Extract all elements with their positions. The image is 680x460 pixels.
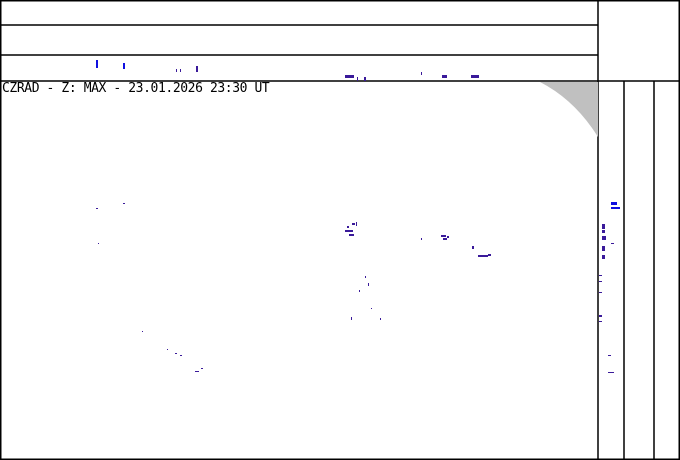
out-of-range-area [540, 82, 598, 137]
top-projection-echoes [96, 60, 479, 81]
product-title: CZRAD - Z: MAX - 23.01.2026 23:30 UT [2, 81, 270, 96]
side-projection-echoes [599, 202, 620, 373]
radar-echoes [96, 203, 491, 372]
